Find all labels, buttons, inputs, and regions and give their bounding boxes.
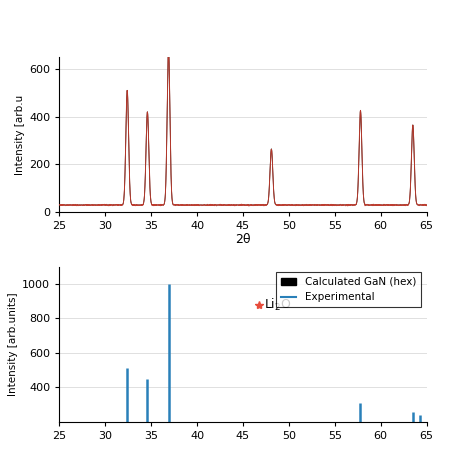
Legend: Calculated GaN (hex), Experimental: Calculated GaN (hex), Experimental [276, 272, 421, 307]
Y-axis label: Intensity [arb.units]: Intensity [arb.units] [8, 292, 18, 396]
Text: Li$_2$O: Li$_2$O [264, 296, 292, 312]
X-axis label: 2θ: 2θ [235, 233, 251, 246]
Y-axis label: Intensity [arb.u: Intensity [arb.u [15, 94, 25, 174]
